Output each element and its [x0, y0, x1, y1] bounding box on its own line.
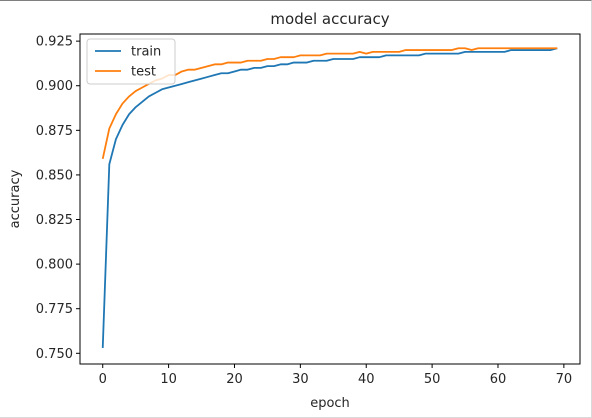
- y-tick-label: 0.850: [36, 168, 73, 183]
- x-axis-ticks: 0 10 20 30 40 50 60 70: [99, 364, 573, 387]
- series-line-train: [101, 47, 558, 348]
- plot-area-frame: [79, 33, 581, 365]
- x-tick-label: 60: [490, 372, 507, 387]
- y-axis-ticks: 0.750 0.775 0.800 0.825 0.850 0.875 0.900 0.925: [36, 35, 80, 362]
- y-axis-label: accuracy: [8, 169, 23, 228]
- y-tick-label: 0.900: [36, 79, 73, 94]
- x-tick-label: 0: [99, 372, 107, 387]
- series-line-test: [101, 47, 558, 160]
- x-tick-label: 20: [226, 372, 243, 387]
- x-axis-label: epoch: [310, 396, 350, 411]
- x-tick-label: 10: [160, 372, 177, 387]
- y-tick-label: 0.800: [36, 258, 73, 273]
- y-tick-label: 0.750: [36, 347, 73, 362]
- y-tick-label: 0.925: [36, 35, 73, 50]
- y-tick-label: 0.775: [36, 302, 73, 317]
- x-tick-label: 30: [292, 372, 309, 387]
- y-tick-label: 0.875: [36, 124, 73, 139]
- x-tick-label: 40: [358, 372, 375, 387]
- y-tick-label: 0.825: [36, 213, 73, 228]
- legend: train test: [86, 38, 176, 85]
- x-tick-label: 70: [556, 372, 573, 387]
- legend-label-train: train: [131, 45, 161, 60]
- series-layer: [101, 47, 558, 348]
- chart-title: model accuracy: [270, 10, 389, 28]
- x-tick-label: 50: [424, 372, 441, 387]
- legend-label-test: test: [131, 65, 156, 80]
